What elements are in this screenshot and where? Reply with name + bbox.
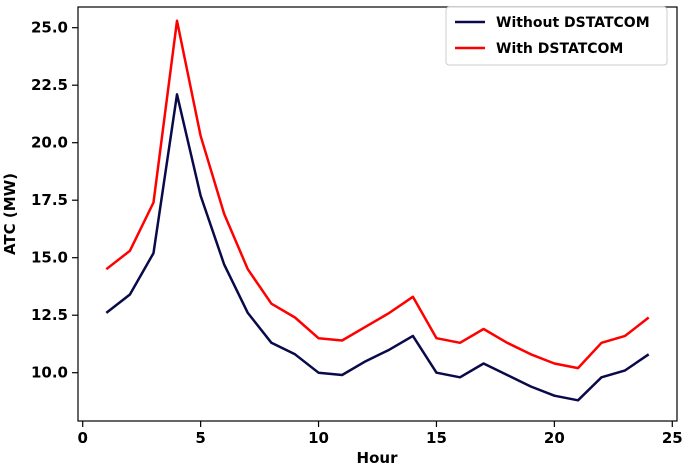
y-tick-label: 25.0 [31,19,68,37]
series-line-with-dstatcom [105,19,650,370]
x-axis-ticks: 0 5 10 15 20 25 [77,421,683,447]
plot-area-frame [77,6,678,422]
y-tick-label: 20.0 [31,134,68,152]
x-axis-label: Hour [357,449,399,467]
y-tick-label: 15.0 [31,249,68,267]
x-tick-label: 10 [308,429,329,447]
legend: Without DSTATCOM With DSTATCOM [445,6,668,66]
x-tick-label: 5 [195,429,205,447]
legend-box [445,6,668,66]
y-tick-label: 12.5 [31,306,68,324]
x-tick-label: 25 [662,429,683,447]
x-tick-label: 0 [77,429,87,447]
y-axis-label: ATC (MW) [1,173,19,255]
legend-label-without-dstatcom: Without DSTATCOM [496,15,650,31]
y-tick-label: 17.5 [31,191,68,209]
y-tick-label: 22.5 [31,76,68,94]
series-line-without-dstatcom [105,93,650,402]
series-lines [105,19,650,402]
x-tick-label: 15 [426,429,447,447]
y-tick-label: 10.0 [31,364,68,382]
legend-label-with-dstatcom: With DSTATCOM [496,41,623,57]
y-axis-ticks: 10.0 12.5 15.0 17.5 20.0 22.5 25.0 [31,19,78,382]
x-tick-label: 20 [544,429,565,447]
